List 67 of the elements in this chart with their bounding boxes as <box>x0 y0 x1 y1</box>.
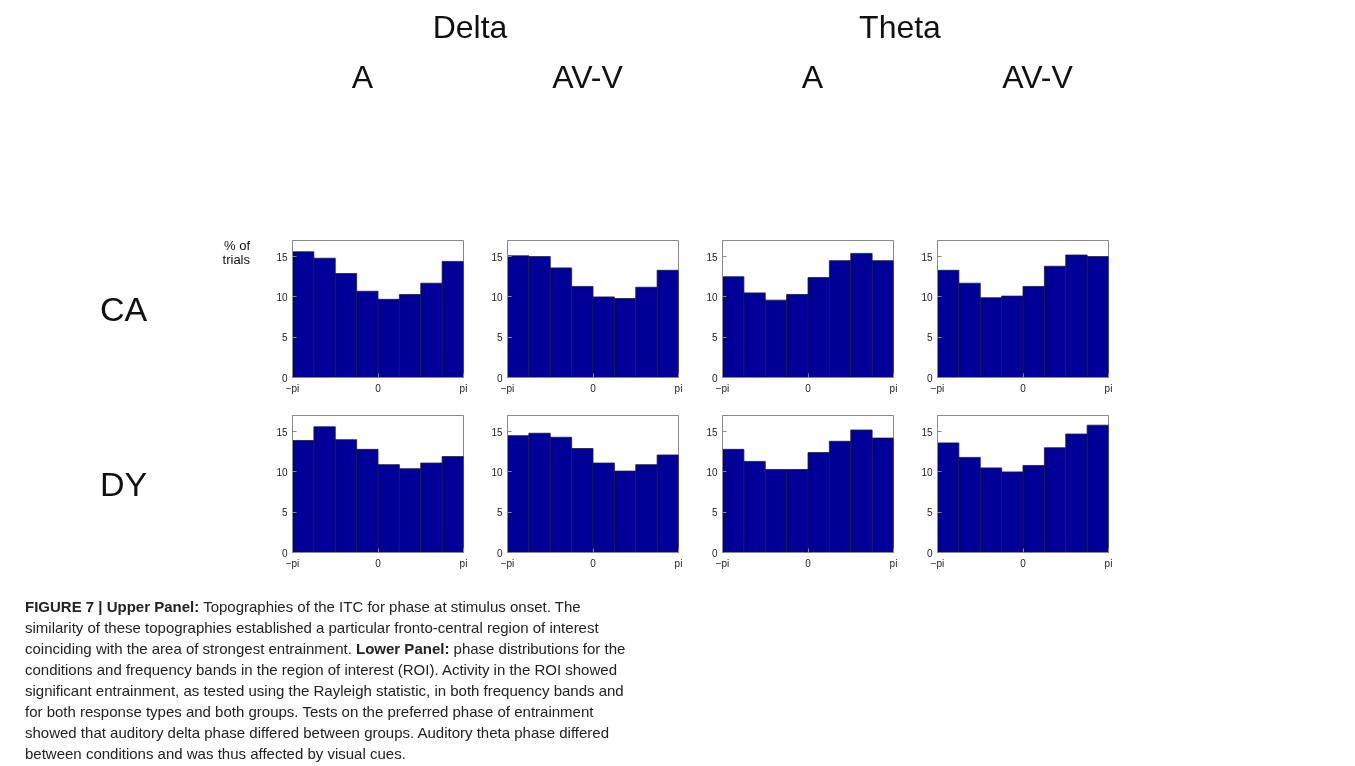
y-tick-label: 15 <box>491 426 503 438</box>
y-tick-label: 15 <box>706 251 718 263</box>
y-tick-label: 15 <box>921 426 933 438</box>
text: −pi <box>715 557 730 569</box>
caption: FIGURE 7 | Upper Panel: <box>25 598 200 615</box>
text: CA <box>100 289 149 330</box>
y-tick-label: 10 <box>706 291 718 303</box>
text: Delta <box>431 8 509 47</box>
y-tick-label: 10 <box>276 291 288 303</box>
y-tick-label: 5 <box>711 507 718 519</box>
y-tick-label: 0 <box>711 372 718 384</box>
text: −pi <box>930 382 945 394</box>
y-tick-label: 15 <box>276 251 288 263</box>
text: 0 <box>1020 382 1027 394</box>
text: 0 <box>375 557 382 569</box>
text: −pi <box>930 557 945 569</box>
y-tick-label: 15 <box>276 426 288 438</box>
y-tick-label: 0 <box>926 547 933 559</box>
y-tick-label: 15 <box>706 426 718 438</box>
text: pi <box>674 382 683 394</box>
y-tick-label: 5 <box>496 332 503 344</box>
y-tick-label: 5 <box>926 332 933 344</box>
y-tick-label: 0 <box>496 547 503 559</box>
text: 0 <box>375 382 382 394</box>
text: −pi <box>285 557 300 569</box>
y-tick-label: 5 <box>496 507 503 519</box>
text: pi <box>674 557 683 569</box>
text: % of trials <box>222 238 250 267</box>
text: Lower Panel: <box>356 640 450 657</box>
y-tick-label: 5 <box>926 507 933 519</box>
text: 0 <box>590 382 597 394</box>
y-tick-label: 15 <box>921 251 933 263</box>
y-tick-label: 0 <box>281 372 288 384</box>
chart-title: A <box>351 58 374 97</box>
y-tick-label: 10 <box>491 291 503 303</box>
text: pi <box>459 557 468 569</box>
y-tick-label: 15 <box>491 251 503 263</box>
text: DY <box>100 464 148 505</box>
y-tick-label: 0 <box>281 547 288 559</box>
chart-title: AV-V <box>552 58 623 97</box>
text: pi <box>1104 382 1113 394</box>
y-tick-label: 5 <box>281 332 288 344</box>
y-tick-label: 0 <box>496 372 503 384</box>
y-tick-label: 10 <box>706 466 718 478</box>
y-tick-label: 10 <box>921 291 933 303</box>
text: −pi <box>500 557 515 569</box>
text: pi <box>1104 557 1113 569</box>
text: 0 <box>805 382 812 394</box>
text: pi <box>459 382 468 394</box>
y-tick-label: 5 <box>711 332 718 344</box>
text: 0 <box>1020 557 1027 569</box>
text: pi <box>889 557 898 569</box>
y-tick-label: 10 <box>276 466 288 478</box>
chart-title: A <box>801 58 824 97</box>
y-tick-label: 10 <box>491 466 503 478</box>
chart-title: AV-V <box>1002 58 1073 97</box>
text: 0 <box>590 557 597 569</box>
text: −pi <box>715 382 730 394</box>
text: −pi <box>285 382 300 394</box>
y-tick-label: 0 <box>926 372 933 384</box>
text: Theta <box>858 8 942 47</box>
y-tick-label: 5 <box>281 507 288 519</box>
y-tick-label: 0 <box>711 547 718 559</box>
text: pi <box>889 382 898 394</box>
y-tick-label: 10 <box>921 466 933 478</box>
text: 0 <box>805 557 812 569</box>
text: −pi <box>500 382 515 394</box>
